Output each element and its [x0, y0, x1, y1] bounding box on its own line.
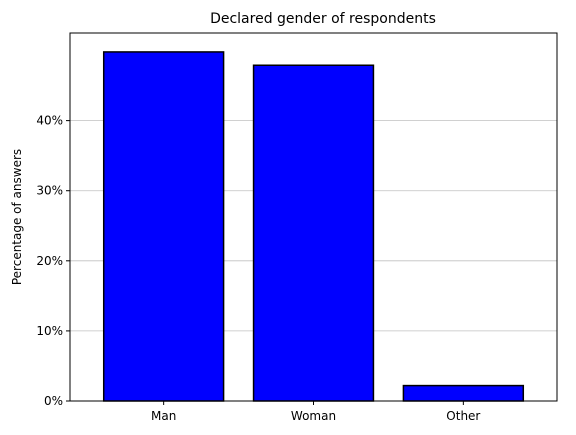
y-tick-label: 20% [36, 254, 63, 268]
bar-man [102, 51, 225, 402]
x-tick-label: Woman [291, 409, 336, 423]
bar-other [402, 384, 525, 402]
y-tick-label: 30% [36, 184, 63, 198]
bars [102, 51, 525, 402]
x-tick-label: Other [446, 409, 480, 423]
y-tick-label: 10% [36, 324, 63, 338]
x-tick-label: Man [151, 409, 176, 423]
y-axis-label: Percentage of answers [10, 149, 24, 285]
bar-woman [252, 64, 375, 402]
y-tick-label: 40% [36, 114, 63, 128]
y-tick-label: 0% [44, 394, 63, 408]
chart-title: Declared gender of respondents [210, 11, 436, 27]
axes: 0% 10% 20% 30% 40% Man Woman Other [36, 114, 480, 423]
